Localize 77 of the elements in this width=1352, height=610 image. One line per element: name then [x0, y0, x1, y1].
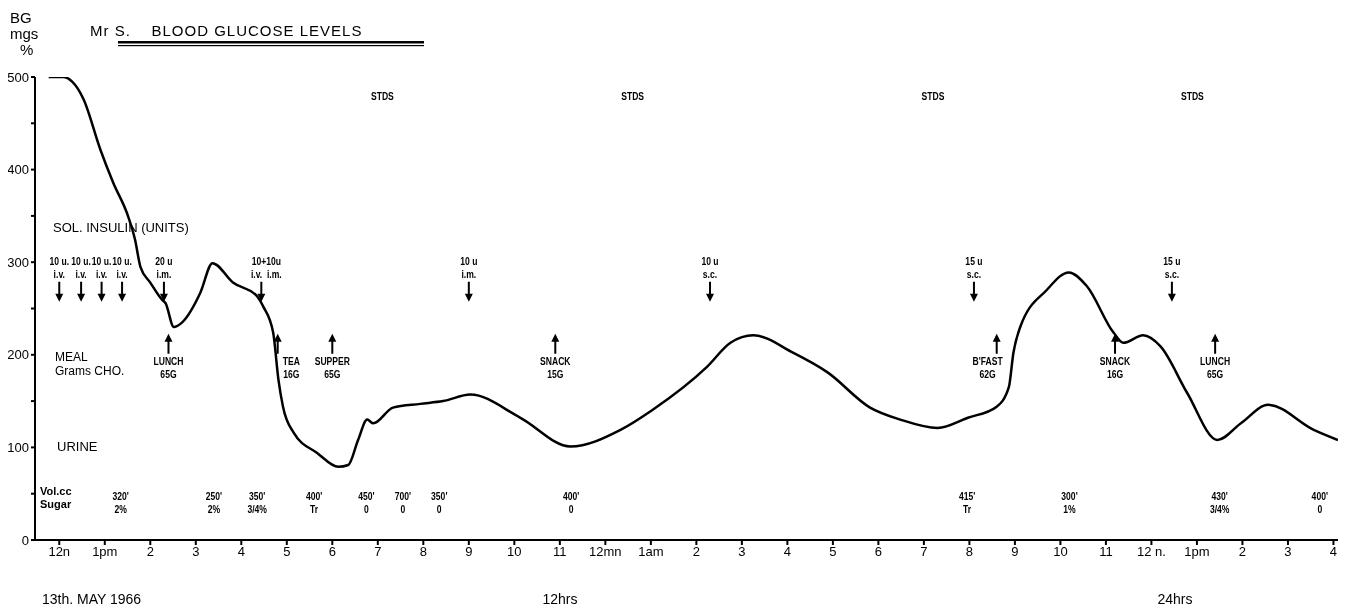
x-tick-label: 5	[283, 544, 291, 560]
annotation: SNACK 15G	[540, 355, 572, 381]
x-tick-label: 2	[692, 544, 700, 560]
annotation: MEAL Grams CHO.	[55, 350, 125, 378]
annotation: 15 u s.c.	[965, 255, 983, 281]
y-tick-label: 300	[7, 254, 29, 270]
text: 12hrs	[542, 591, 578, 607]
x-tick-label: 12mn	[589, 544, 622, 560]
x-tick-label: 12n	[48, 544, 71, 560]
x-tick-label: 6	[874, 544, 882, 560]
annotation: TEA 16G	[282, 355, 300, 381]
x-tick-label: 1pm	[1184, 544, 1210, 560]
y-tick-label: 200	[7, 347, 29, 363]
annotation: URINE	[57, 439, 98, 454]
x-tick-label: 2	[1238, 544, 1247, 560]
x-tick-label: 5	[829, 544, 837, 560]
x-tick-label: 8	[965, 544, 974, 560]
x-tick-label: 4	[237, 544, 245, 560]
annotation: 700' 0	[394, 490, 412, 516]
annotation: SUPPER 65G	[314, 355, 350, 381]
annotation: SNACK 16G	[1099, 355, 1132, 381]
annotation: 10 u. i.v.	[112, 255, 133, 281]
annotation: 20 u i.m.	[155, 255, 173, 281]
text: 13th. MAY 1966	[42, 591, 142, 607]
annotation: LUNCH 65G	[153, 355, 184, 381]
annotation: 10 u. i.v.	[49, 255, 70, 281]
annotation: STDS	[370, 90, 395, 103]
x-tick-label: 10	[1053, 544, 1068, 560]
annotation: 250' 2%	[205, 490, 223, 516]
annotation: 400' 0	[563, 490, 580, 516]
line-series	[47, 77, 1338, 469]
y-tick-label: 500	[7, 69, 29, 85]
x-tick-label: 4	[1329, 544, 1338, 560]
annotation: 415' Tr	[958, 490, 976, 516]
x-tick-label: 6	[328, 544, 336, 560]
x-tick-label: 3	[1284, 544, 1292, 560]
chart-title: Mr S. BLOOD GLUCOSE LEVELS	[90, 22, 363, 39]
annotation: B'FAST 62G	[972, 355, 1003, 381]
x-tick-label: 11	[553, 544, 567, 560]
annotation: STDS	[1180, 90, 1205, 103]
annotation: STDS	[621, 90, 645, 103]
x-tick-label: 12 n.	[1136, 544, 1166, 560]
annotation: 320' 2%	[112, 490, 129, 516]
annotation: 10 u. i.v.	[91, 255, 112, 281]
x-tick-label: 3	[738, 544, 746, 560]
x-tick-label: 1am	[638, 544, 664, 560]
x-tick-label: 10	[507, 544, 522, 560]
annotation: 15 u s.c.	[1163, 255, 1181, 281]
x-tick-label: 2	[146, 544, 154, 560]
annotation: 400' 0	[1311, 490, 1328, 516]
x-tick-label: 9	[1011, 544, 1019, 560]
annotation: Vol.cc Sugar	[40, 485, 72, 510]
y-tick-label: 100	[7, 440, 29, 456]
annotation: 10 u. i.v.	[71, 255, 92, 281]
annotation: 450' 0	[358, 490, 375, 516]
y-axis-title: BG mgs %	[10, 9, 39, 58]
annotation: 430' 3/4%	[1209, 490, 1230, 516]
text: 24hrs	[1157, 591, 1193, 607]
annotation: 10 u s.c.	[701, 255, 719, 281]
annotation: 350' 3/4%	[247, 490, 268, 516]
annotation: LUNCH 65G	[1200, 355, 1231, 381]
x-tick-label: 1pm	[92, 544, 118, 560]
x-tick-label: 3	[192, 544, 200, 560]
x-tick-label: 4	[783, 544, 791, 560]
x-tick-label: 7	[374, 544, 382, 560]
y-tick-label: 400	[7, 162, 29, 178]
annotation: 300' 1%	[1061, 490, 1078, 516]
annotation: 10+10u i.v. i.m.	[250, 255, 282, 281]
x-tick-label: 9	[465, 544, 473, 560]
x-tick-label: 8	[419, 544, 427, 560]
x-tick-label: 7	[920, 544, 928, 560]
annotation: 350' 0	[431, 490, 448, 516]
x-tick-label: 11	[1099, 544, 1113, 560]
y-tick-label: 0	[21, 532, 29, 548]
annotation: 10 u i.m.	[460, 255, 478, 281]
annotation: 400' Tr	[305, 490, 323, 516]
annotation: STDS	[921, 90, 945, 103]
